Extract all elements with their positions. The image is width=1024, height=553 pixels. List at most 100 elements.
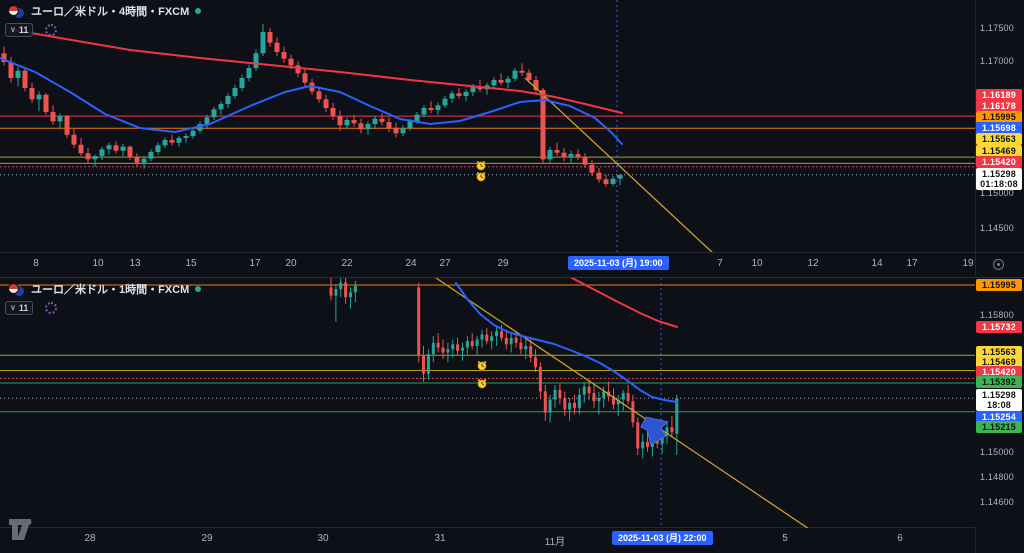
candle-body bbox=[334, 289, 338, 296]
price-label: 1.16178 bbox=[976, 100, 1022, 112]
candle-body bbox=[85, 153, 91, 160]
pane-4h-time-axis[interactable]: 8 10 13 15 17 20 22 24 27 29 7 10 12 14 17 19 2025-11-03… bbox=[0, 253, 975, 277]
alarm-clock-icon bbox=[476, 161, 486, 171]
drawings-count-chip[interactable]: ∨ 11 bbox=[5, 23, 34, 37]
arrow-drawing bbox=[640, 416, 669, 446]
time-axis-tick: 27 bbox=[439, 258, 451, 269]
candle-body bbox=[155, 145, 161, 152]
candle-body bbox=[577, 394, 581, 408]
market-open-status-icon bbox=[195, 8, 202, 14]
candle-body bbox=[495, 331, 499, 337]
candle-body bbox=[553, 389, 557, 400]
candle-body bbox=[475, 339, 479, 346]
time-axis-tick: 24 bbox=[405, 258, 417, 269]
candle-body bbox=[456, 93, 462, 96]
candle-body bbox=[316, 91, 322, 100]
candle-body bbox=[330, 108, 336, 116]
price-axis-divider bbox=[975, 0, 976, 553]
pane-4h-canvas[interactable] bbox=[0, 0, 975, 253]
candle-body bbox=[78, 144, 84, 154]
ma-red bbox=[571, 278, 678, 328]
price-label: 1.15995 bbox=[976, 111, 1022, 123]
time-axis-tick: 15 bbox=[185, 258, 197, 269]
pane-divider bbox=[0, 527, 1024, 528]
pane-4h: ユーロ／米ドル・4時間・FXCM ∨ 11 1.17500 1.17000 1.15… bbox=[0, 0, 1024, 253]
candle-body bbox=[99, 149, 105, 156]
price-label: 1.15420 bbox=[976, 366, 1022, 378]
price-label: 1.15254 bbox=[976, 411, 1022, 423]
candle-body bbox=[548, 399, 552, 413]
candle-body bbox=[597, 398, 601, 402]
candle-body bbox=[50, 112, 56, 122]
candle-body bbox=[446, 349, 450, 353]
candle-body bbox=[351, 120, 357, 124]
price-label: 1.15420 bbox=[976, 156, 1022, 168]
candle-body bbox=[329, 287, 333, 296]
pane-1h: ユーロ／米ドル・1時間・FXCM ∨ 11 1.15800 1.15000 1.14… bbox=[0, 278, 1024, 528]
candle-body bbox=[29, 88, 35, 100]
chevron-down-icon: ∨ bbox=[10, 303, 16, 312]
candle-body bbox=[337, 116, 343, 126]
candle-body bbox=[538, 367, 542, 392]
candle-body bbox=[480, 334, 484, 340]
candle-body bbox=[106, 145, 112, 150]
candle-body bbox=[582, 386, 586, 395]
candle-body bbox=[372, 118, 378, 124]
candle-body bbox=[57, 116, 63, 122]
pane-1h-canvas[interactable] bbox=[0, 278, 975, 528]
candle-body bbox=[339, 282, 343, 290]
candle-body bbox=[568, 402, 572, 410]
candle-body bbox=[15, 70, 21, 78]
time-axis-tick: 28 bbox=[84, 533, 96, 544]
candle-body bbox=[134, 157, 140, 163]
price-label: 1.15215 bbox=[976, 421, 1022, 433]
pane-4h-title: ユーロ／米ドル・4時間・FXCM bbox=[31, 6, 190, 18]
candle-body bbox=[393, 128, 399, 134]
candle-body bbox=[431, 342, 435, 355]
candle-body bbox=[344, 282, 348, 298]
candle-body bbox=[64, 116, 70, 135]
candle-body bbox=[204, 117, 210, 124]
candle-body bbox=[218, 104, 224, 110]
candle-body bbox=[631, 401, 635, 423]
price-label: 1.15563 bbox=[976, 133, 1022, 145]
time-axis-tick: 19 bbox=[962, 258, 974, 269]
candle-body bbox=[470, 341, 474, 346]
candle-body bbox=[113, 145, 119, 151]
pane-4h-price-axis[interactable]: 1.17500 1.17000 1.15000 1.14500 1.16189 1.161… bbox=[975, 0, 1024, 253]
trendline bbox=[524, 77, 714, 253]
pane-1h-time-axis[interactable]: 28 29 30 31 11月 5 6 2025-11-03 (月) 22:00 bbox=[0, 528, 975, 553]
alarm-clock-icon bbox=[477, 361, 487, 371]
candle-body bbox=[141, 158, 147, 163]
loading-ring-icon bbox=[45, 302, 58, 314]
candle-body bbox=[575, 154, 581, 157]
time-stamp-label: 2025-11-03 (月) 22:00 bbox=[612, 531, 713, 545]
price-label: 1.15563 bbox=[976, 346, 1022, 358]
candle-body bbox=[617, 174, 623, 179]
price-label: 1.15298 18:08 bbox=[976, 389, 1022, 411]
candle-body bbox=[422, 355, 425, 374]
candle-body bbox=[22, 70, 28, 88]
price-label: 1.15392 bbox=[976, 376, 1022, 388]
candle-body bbox=[582, 156, 588, 165]
eurusd-pair-icon bbox=[8, 4, 25, 18]
candle-body bbox=[465, 341, 469, 348]
candle-body bbox=[148, 152, 154, 159]
candle-body bbox=[602, 391, 606, 398]
candle-body bbox=[603, 179, 609, 184]
time-axis-tick: 29 bbox=[201, 533, 213, 544]
time-axis-corner[interactable] bbox=[975, 253, 1024, 277]
time-axis-tick: 8 bbox=[33, 258, 39, 269]
price-axis-tick: 1.17500 bbox=[980, 23, 1014, 33]
pane-divider[interactable] bbox=[0, 277, 1024, 278]
time-axis-tick: 29 bbox=[497, 258, 509, 269]
candle-body bbox=[353, 285, 357, 293]
drawings-count-chip[interactable]: ∨ 11 bbox=[5, 301, 34, 315]
candle-body bbox=[529, 346, 533, 358]
scale-settings-icon[interactable] bbox=[993, 259, 1004, 270]
price-label: 1.15995 bbox=[976, 279, 1022, 291]
candle-body bbox=[504, 337, 508, 345]
candle-body bbox=[675, 398, 679, 434]
pane-1h-price-axis[interactable]: 1.15800 1.15000 1.14800 1.14600 1.15995 1.157… bbox=[975, 278, 1024, 528]
candle-body bbox=[589, 164, 595, 173]
